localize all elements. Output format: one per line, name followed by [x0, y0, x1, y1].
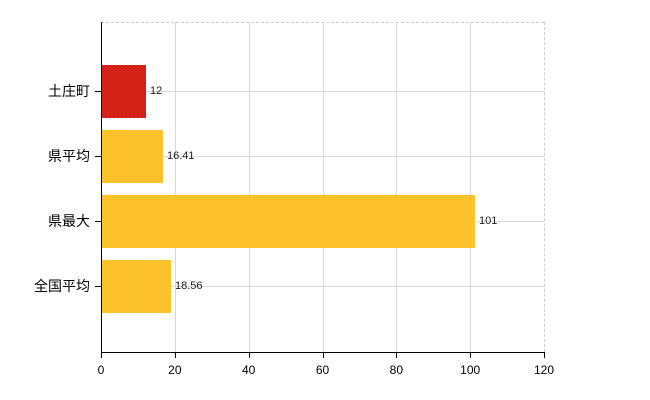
bar-value-label: 16.41: [167, 150, 195, 162]
x-axis-tick: [248, 352, 250, 358]
x-axis-tick-label: 40: [241, 363, 256, 377]
vertical-gridline: [396, 22, 398, 352]
x-axis-tick: [396, 352, 398, 358]
bar: [102, 129, 163, 183]
category-label: 県最大: [48, 213, 90, 229]
plot-border-top: [101, 22, 544, 23]
bar-value-label: 12: [150, 85, 163, 97]
vertical-gridline: [322, 22, 324, 352]
bar-value-label: 18.56: [175, 280, 203, 292]
plot-border-right: [544, 22, 545, 352]
x-axis-tick: [101, 352, 102, 358]
x-axis-tick-label: 120: [533, 363, 555, 377]
horizontal-gridline: [101, 91, 544, 92]
x-axis-tick: [174, 352, 176, 358]
horizontal-gridline: [101, 286, 544, 287]
x-axis-tick-label: 80: [389, 363, 403, 377]
x-axis-tick-label: 0: [97, 363, 105, 377]
x-axis-tick-label: 20: [168, 363, 182, 377]
bar-value-label: 101: [479, 215, 498, 227]
vertical-gridline: [248, 22, 250, 352]
category-label: 全国平均: [34, 278, 90, 294]
category-label: 土庄町: [48, 83, 90, 99]
x-axis-tick-label: 60: [315, 363, 330, 377]
y-axis-tick: [95, 91, 101, 92]
x-axis-tick: [544, 352, 545, 358]
y-axis-tick: [95, 286, 101, 287]
vertical-gridline: [470, 22, 472, 352]
y-axis-tick: [95, 221, 101, 222]
y-axis-tick: [95, 156, 101, 157]
bar: [102, 194, 475, 248]
x-axis-tick: [322, 352, 324, 358]
vertical-gridline: [174, 22, 176, 352]
y-axis-line: [101, 22, 102, 353]
horizontal-gridline: [101, 156, 544, 157]
x-axis-tick: [470, 352, 472, 358]
category-label: 県平均: [48, 148, 90, 164]
x-axis-tick-label: 100: [460, 363, 481, 377]
bar: [102, 64, 146, 118]
bar: [102, 259, 171, 313]
